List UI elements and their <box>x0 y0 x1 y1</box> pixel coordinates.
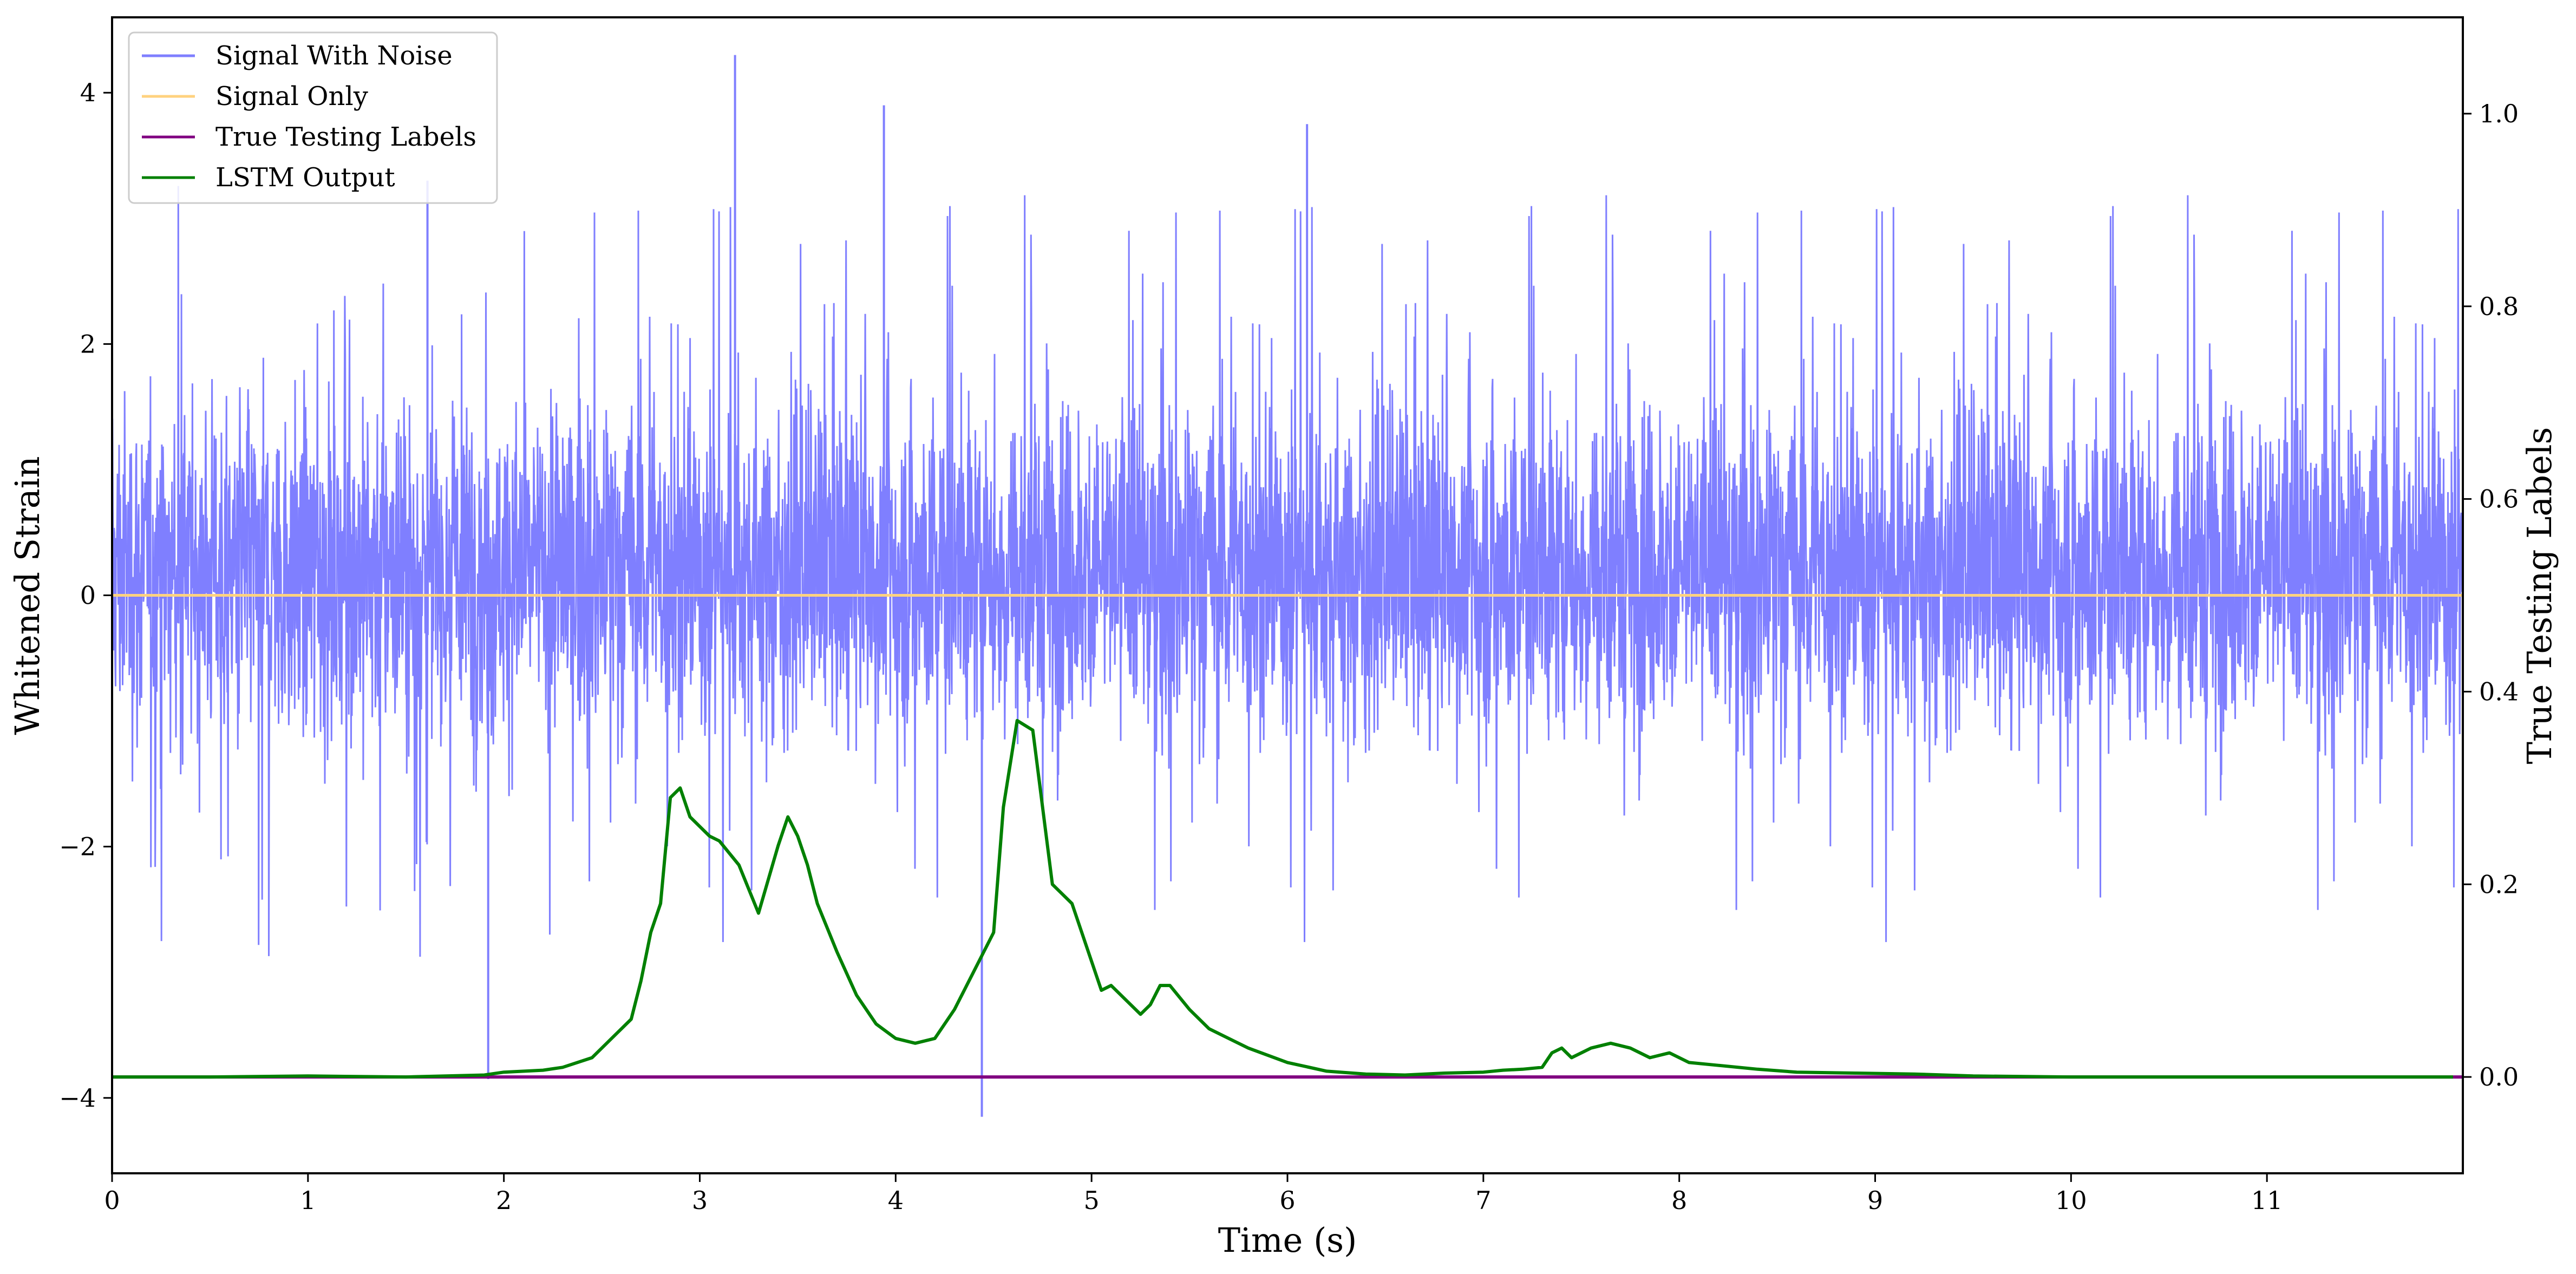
y-left-tick-label: −2 <box>59 832 96 861</box>
series-lstm-output <box>112 718 2453 1079</box>
y-right-axis-label: True Testing Labels <box>2520 427 2559 765</box>
legend-label-signal-with-noise: Signal With Noise <box>215 41 453 71</box>
y-left-tick-label: 2 <box>80 329 96 358</box>
x-tick-label: 3 <box>692 1186 708 1215</box>
y-left-axis-ticks: 4 2 0 −2 −4 <box>59 78 112 1113</box>
legend: Signal With Noise Signal Only True Testi… <box>128 31 498 204</box>
y-right-tick-label: 0.2 <box>2479 870 2519 899</box>
y-right-tick-label: 0.0 <box>2479 1062 2519 1092</box>
y-right-tick-label: 0.8 <box>2479 292 2519 321</box>
x-tick-label: 4 <box>888 1186 904 1215</box>
y-right-tick-label: 1.0 <box>2479 99 2519 128</box>
y-left-axis-label: Whitened Strain <box>8 456 47 735</box>
x-tick-label: 10 <box>2055 1186 2087 1215</box>
legend-label-lstm-output: LSTM Output <box>215 162 395 193</box>
x-axis-label: Time (s) <box>1218 1220 1357 1260</box>
y-right-tick-label: 0.4 <box>2479 677 2519 706</box>
x-tick-label: 5 <box>1084 1186 1100 1215</box>
x-tick-label: 8 <box>1671 1186 1687 1215</box>
legend-label-true-testing-labels: True Testing Labels <box>215 122 476 152</box>
x-tick-label: 7 <box>1475 1186 1491 1215</box>
x-tick-label: 1 <box>300 1186 316 1215</box>
y-left-tick-label: −4 <box>59 1083 96 1113</box>
x-tick-label: 2 <box>496 1186 512 1215</box>
x-tick-label: 9 <box>1867 1186 1883 1215</box>
series-layer <box>111 55 2464 1117</box>
y-right-axis-ticks: 1.0 0.8 0.6 0.4 0.2 0.0 <box>2463 99 2519 1092</box>
x-tick-label: 11 <box>2251 1186 2283 1215</box>
x-axis-ticks: 0 1 2 3 4 5 6 7 8 9 10 11 <box>104 1173 2283 1215</box>
y-left-tick-label: 4 <box>80 78 96 107</box>
legend-box <box>128 31 498 204</box>
x-tick-label: 6 <box>1279 1186 1295 1215</box>
legend-label-signal-only: Signal Only <box>215 81 368 112</box>
x-tick-label: 0 <box>104 1186 120 1215</box>
series-signal-with-noise <box>111 186 2464 957</box>
y-left-tick-label: 0 <box>80 581 96 610</box>
y-right-tick-label: 0.6 <box>2479 485 2519 514</box>
